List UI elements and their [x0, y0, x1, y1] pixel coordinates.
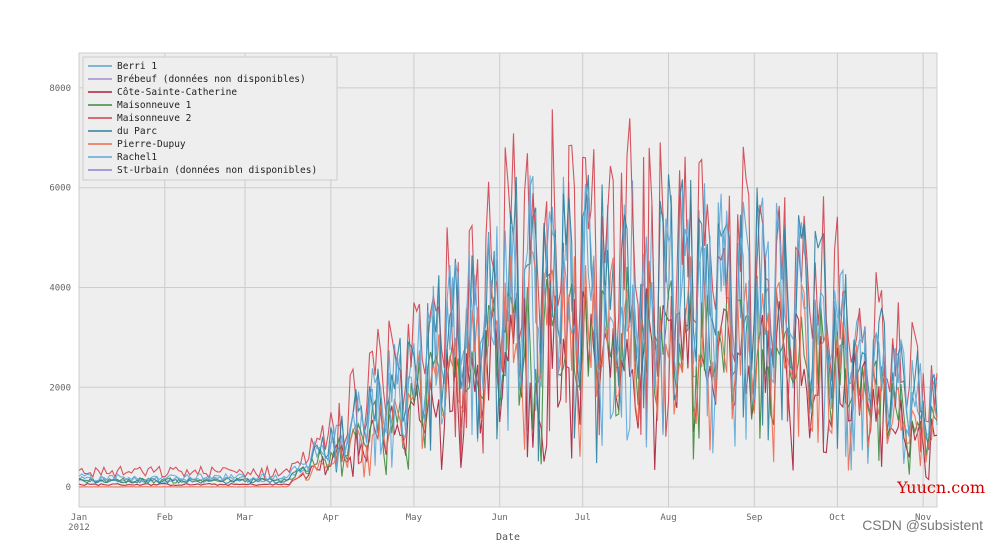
legend-label: Brébeuf (données non disponibles) [117, 74, 306, 85]
y-axis-ticks: 0 2000 4000 6000 8000 [49, 84, 71, 493]
watermark-credit: CSDN @subsistent [862, 517, 983, 533]
legend-label: Berri 1 [117, 61, 157, 72]
legend-label: Rachel1 [117, 152, 157, 163]
x-tick-label: May [406, 513, 423, 523]
x-tick-sublabel: 2012 [68, 523, 90, 533]
x-tick-label: Jun [492, 513, 508, 523]
x-tick-label: Feb [157, 513, 173, 523]
series-line [78, 109, 938, 480]
series-line [78, 288, 938, 487]
x-tick-label: Aug [660, 513, 676, 523]
x-tick-label: Oct [829, 513, 845, 523]
series-line [78, 249, 938, 488]
legend-label: Côte-Sainte-Catherine [117, 87, 237, 98]
legend-box [82, 56, 338, 181]
y-tick-label: 8000 [49, 84, 71, 94]
x-axis-label: Date [496, 532, 520, 542]
y-tick-label: 4000 [49, 283, 71, 293]
legend-label: du Parc [117, 126, 157, 137]
y-tick-label: 0 [66, 483, 71, 493]
x-tick-label: Nov [915, 513, 931, 523]
legend-label: Maisonneuve 2 [117, 113, 191, 124]
series-lines [78, 109, 938, 488]
legend-label: St-Urbain (données non disponibles) [117, 165, 317, 176]
y-tick-label: 2000 [49, 383, 71, 393]
legend-label: Maisonneuve 1 [117, 100, 192, 111]
series-line [78, 175, 938, 483]
watermark-site: Yuucn.com [897, 478, 985, 497]
y-tick-label: 6000 [49, 184, 71, 194]
x-tick-label: Jan [71, 513, 87, 523]
x-tick-label: Mar [237, 513, 254, 523]
x-tick-label: Apr [323, 513, 340, 523]
x-tick-label: Jul [575, 513, 591, 523]
x-tick-label: Sep [746, 513, 762, 523]
legend-label: Pierre-Dupuy [117, 139, 186, 150]
legend: Berri 1 Brébeuf (données non disponibles)… [82, 56, 338, 181]
